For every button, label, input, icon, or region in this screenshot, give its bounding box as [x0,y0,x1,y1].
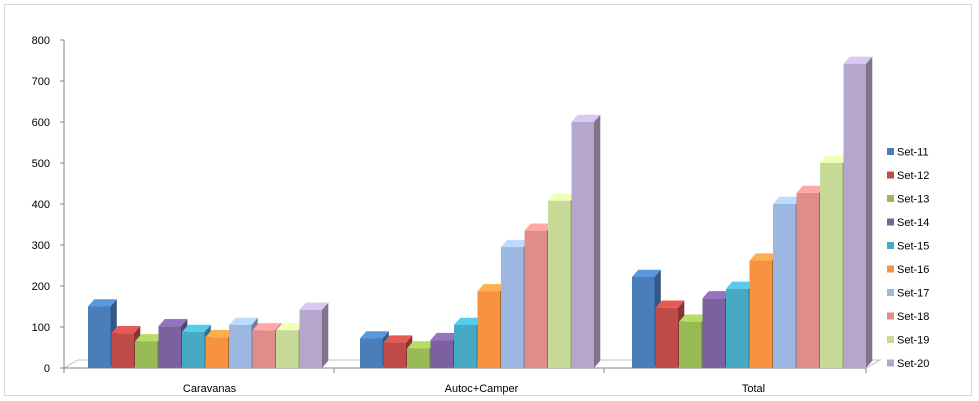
legend-swatch [887,195,894,202]
bar-top [477,284,507,292]
bar-top [571,114,601,122]
bar-top [135,334,164,342]
y-tick-label: 800 [32,35,50,47]
bar-top [843,56,873,64]
bar [477,291,500,368]
bar [843,63,866,368]
legend-swatch [887,171,894,179]
bar-top [430,332,460,341]
y-tick-label: 0 [44,363,50,375]
x-category-label: Caravanas [183,383,237,395]
bar-top [501,239,530,248]
legend-swatch [887,218,894,226]
bar [679,321,702,368]
legend-swatch [887,359,894,367]
y-tick-label: 400 [32,199,50,211]
bar-top [454,317,483,325]
legend-label: Set-16 [897,264,929,276]
x-category-label: Total [742,383,765,395]
bar [454,324,477,368]
bar [501,247,524,368]
bar-top [632,269,661,277]
legend-label: Set-20 [897,358,929,370]
bar [632,276,655,368]
bar-top [276,323,305,331]
bar-top [655,300,685,308]
bar-top [158,318,188,327]
bar [820,163,843,368]
legend-label: Set-13 [897,194,929,206]
bar-top [299,302,329,310]
bar-top [205,330,235,338]
bar-top [252,323,282,331]
bar [749,260,772,368]
legend-label: Set-15 [897,241,929,253]
bar-top [702,291,732,299]
y-tick-label: 700 [32,76,50,88]
bar-top [88,299,117,307]
bar [299,309,322,368]
bar-top [360,331,389,339]
legend-swatch [887,312,894,320]
legend-label: Set-17 [897,288,929,300]
bar-top [820,155,849,163]
legend-swatch [887,336,894,343]
bar [205,337,228,368]
legend-label: Set-14 [897,217,929,229]
y-tick-label: 500 [32,158,50,170]
y-tick-label: 100 [32,322,50,334]
bar [252,330,275,368]
bar-side [594,114,601,368]
bar-top [524,223,554,231]
y-tick-label: 600 [32,117,50,129]
legend-label: Set-18 [897,311,929,323]
y-tick-label: 300 [32,240,50,252]
bar-top [796,185,826,193]
bar [229,324,252,368]
y-tick-label: 200 [32,281,50,293]
bar [524,230,547,368]
bar [726,288,749,368]
legend-swatch [887,289,894,296]
legend-swatch [887,242,894,249]
legend-swatch [887,148,894,155]
bar-top [749,253,779,261]
bar [111,333,134,368]
bar [548,200,571,368]
bar [702,298,725,368]
bar-top [407,341,436,349]
legend-swatch [887,265,894,273]
bar [430,340,453,368]
bar-top [548,193,577,201]
bar [88,306,111,368]
legend-label: Set-19 [897,335,929,347]
bar [360,338,383,368]
bar [383,342,406,368]
bar [655,307,678,368]
bar [276,330,299,368]
bar [158,326,181,368]
bar-side [866,56,873,368]
legend-label: Set-12 [897,170,929,182]
bar-top [229,317,258,325]
bar-top [679,314,708,322]
bar-top [726,281,755,289]
legend-label: Set-11 [897,147,929,159]
bar-top [383,335,413,343]
x-category-label: Autoc+Camper [445,383,519,395]
bar [135,341,158,368]
bar [407,348,430,368]
bar-top [111,325,141,334]
bar [571,122,594,368]
bar-side [322,302,329,368]
bar [796,192,819,368]
bar-top [773,196,802,204]
bar [182,331,205,368]
bar-top [182,324,211,332]
bar [773,204,796,368]
